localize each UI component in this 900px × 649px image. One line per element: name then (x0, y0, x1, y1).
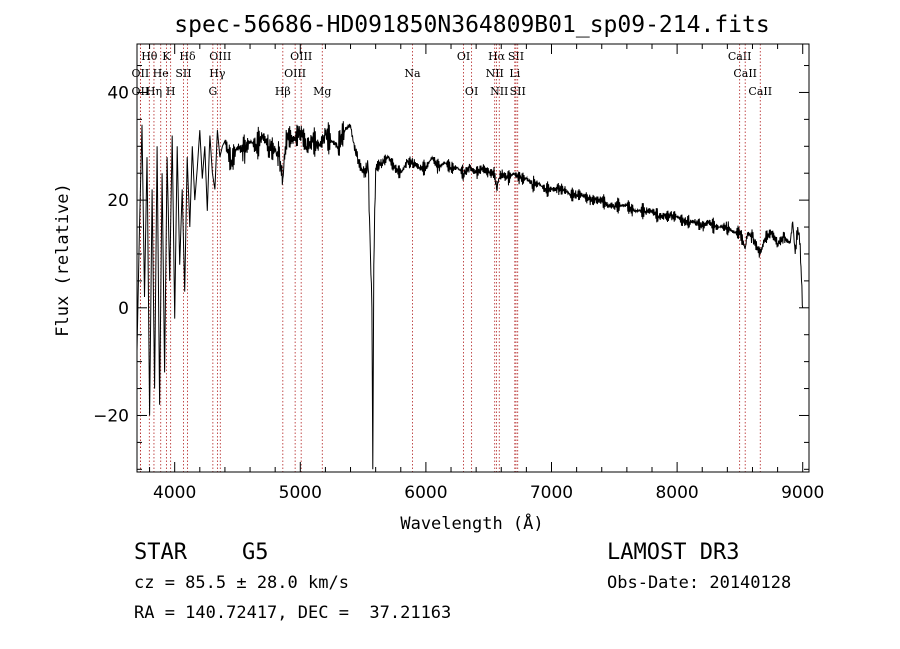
object-class: STAR (134, 540, 187, 565)
line-label-2: Hδ (179, 50, 196, 63)
line-label-25: NII (490, 85, 508, 98)
line-label-5: OI (457, 50, 470, 63)
line-label-6: Hα (488, 50, 506, 63)
line-label-3: OIII (209, 50, 231, 63)
y-tick-label-1: 0 (118, 299, 129, 319)
redshift-cz: cz = 85.5 ± 28.0 km/s (134, 573, 349, 593)
ra-dec: RA = 140.72417, DEC = 37.21163 (134, 603, 452, 623)
plot-frame (136, 43, 810, 473)
plot-axes: 4000 5000 6000 7000 8000 9000 −20 0 20 40 (93, 43, 824, 503)
x-tick-label-0: 4000 (153, 483, 196, 503)
line-label-8: CaII (728, 50, 752, 63)
y-tick-label-3: 40 (107, 83, 129, 103)
x-tick-label-1: 5000 (279, 483, 322, 503)
line-label-20: H (166, 85, 176, 98)
spectrum-series (136, 121, 804, 470)
line-label-12: Hγ (209, 67, 226, 80)
line-label-14: Na (404, 67, 421, 80)
line-label-0: Hθ (141, 50, 158, 63)
line-label-16: Li (509, 67, 520, 80)
y-axis-title: Flux (relative) (53, 183, 73, 337)
y-tick-label-0: −20 (93, 406, 129, 426)
line-label-7: SII (508, 50, 524, 63)
observation-date: Obs-Date: 20140128 (607, 573, 792, 593)
line-label-21: G (208, 85, 217, 98)
line-label-10: He (153, 67, 169, 80)
line-label-11: SII (175, 67, 191, 80)
y-tick-label-2: 20 (107, 191, 129, 211)
line-label-27: CaII (748, 85, 772, 98)
spectrum-line (136, 121, 804, 470)
x-tick-label-4: 8000 (655, 483, 698, 503)
chart-title: spec-56686-HD091850N364809B01_sp09-214.f… (174, 12, 769, 38)
line-label-19: Hη (146, 85, 162, 98)
line-label-22: Hβ (275, 85, 291, 98)
survey-name: LAMOST DR3 (607, 540, 740, 565)
line-label-13: OIII (284, 67, 306, 80)
line-label-23: Mg (313, 85, 331, 98)
line-label-17: CaII (733, 67, 757, 80)
x-tick-label-3: 7000 (530, 483, 573, 503)
line-label-15: NII (486, 67, 504, 80)
x-axis-title: Wavelength (Å) (400, 512, 543, 534)
object-subclass: G5 (242, 540, 269, 565)
line-label-18: OII (132, 85, 150, 98)
x-tick-label-2: 6000 (404, 483, 447, 503)
line-label-24: OI (465, 85, 478, 98)
x-tick-label-5: 9000 (781, 483, 824, 503)
line-label-26: SII (510, 85, 526, 98)
line-label-1: K (162, 50, 171, 63)
line-label-4: OIII (290, 50, 312, 63)
